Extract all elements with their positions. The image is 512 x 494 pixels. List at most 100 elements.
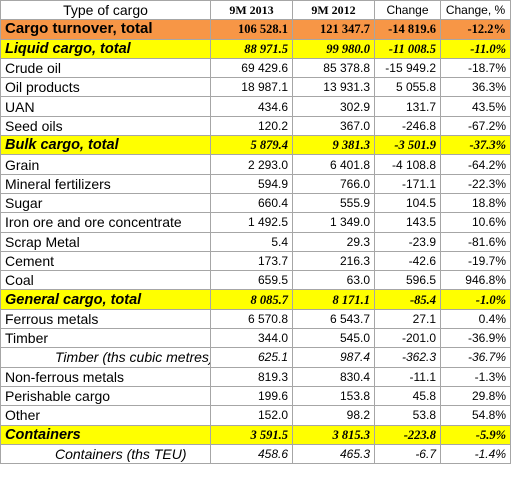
change-pct-cell: -19.7% [440,250,511,272]
value-2012-cell: 766.0 [292,173,375,194]
cargo-type-cell: Timber [0,328,211,349]
cargo-type-cell: Containers (ths TEU) [0,443,211,465]
change-cell: -85.4 [374,289,441,310]
value-2012-cell: 3 815.3 [292,424,375,445]
value-2013-cell: 106 528.1 [210,19,293,40]
header-9m-2013: 9M 2013 [210,0,293,21]
change-cell: 104.5 [374,192,441,214]
change-pct-cell: -37.3% [440,135,511,156]
change-pct-cell: 43.5% [440,96,511,117]
total-row: Cargo turnover, total 106 528.1 121 347.7-… [0,19,511,40]
cargo-type-cell: Oil products [0,77,211,98]
change-cell: 5 055.8 [374,77,441,98]
cargo-type-cell: Non-ferrous metals [0,366,211,387]
change-pct-cell: 18.8% [440,192,511,214]
cargo-type-cell: Mineral fertilizers [0,173,211,194]
change-cell: -201.0 [374,328,441,349]
change-pct-cell: 29.8% [440,385,511,407]
value-2013-cell: 6 570.8 [210,308,293,330]
cargo-type-cell: General cargo, total [0,289,211,310]
value-2013-cell: 625.1 [210,347,293,368]
change-cell: -223.8 [374,424,441,445]
change-pct-cell: 946.8% [440,270,511,291]
cargo-type-cell: Perishable cargo [0,385,211,407]
value-2013-cell: 3 591.5 [210,424,293,445]
cargo-type-cell: Bulk cargo, total [0,135,211,156]
change-cell: -6.7 [374,443,441,465]
value-2013-cell: 819.3 [210,366,293,387]
cargo-table-body: Type of cargo 9M 2013 9M 2012 Change Cha… [0,0,511,465]
table-row: Seed oils 120.2 367.0 -246.8 -67.2% [0,115,511,137]
value-2013-cell: 458.6 [210,443,293,465]
value-2012-cell: 465.3 [292,443,375,465]
value-2012-cell: 13 931.3 [292,77,375,98]
value-2013-cell: 199.6 [210,385,293,407]
change-pct-cell: 0.4% [440,308,511,330]
table-row: Timber 344.0 545.0 -201.0 -36.9% [0,328,511,349]
category-row: Bulk cargo, total 5 879.4 9 381.3 -3 501.9-… [0,135,511,156]
cargo-type-cell: Coal [0,270,211,291]
value-2012-cell: 99 980.0 [292,38,375,59]
value-2013-cell: 594.9 [210,173,293,194]
change-pct-cell: -1.3% [440,366,511,387]
value-2013-cell: 660.4 [210,192,293,214]
cargo-type-cell: Iron ore and ore concentrate [0,212,211,233]
table-row: Ferrous metals 6 570.8 6 543.7 27.1 0.4% [0,308,511,330]
value-2012-cell: 85 378.8 [292,57,375,79]
header-9m-2012: 9M 2012 [292,0,375,21]
cargo-type-cell: Grain [0,154,211,175]
change-pct-cell: 10.6% [440,212,511,233]
cargo-type-cell: Other [0,405,211,426]
change-pct-cell: -64.2% [440,154,511,175]
value-2013-cell: 8 085.7 [210,289,293,310]
value-2013-cell: 1 492.5 [210,212,293,233]
value-2013-cell: 69 429.6 [210,57,293,79]
change-pct-cell: -36.7% [440,347,511,368]
table-row: UAN 434.6 302.9 131.7 43.5% [0,96,511,117]
change-pct-cell: -5.9% [440,424,511,445]
table-row: Cement 173.7 216.3 -42.6 -19.7% [0,250,511,272]
change-cell: -246.8 [374,115,441,137]
change-cell: -11.1 [374,366,441,387]
cargo-type-cell: Cement [0,250,211,272]
value-2012-cell: 6 401.8 [292,154,375,175]
sub-deep-row: Timber (ths cubic metres) 625.1 987.4 -362.… [0,347,511,368]
value-2012-cell: 63.0 [292,270,375,291]
change-cell: -15 949.2 [374,57,441,79]
cargo-type-cell: Containers [0,424,211,445]
value-2013-cell: 88 971.5 [210,38,293,59]
header-change: Change [374,0,441,21]
value-2013-cell: 173.7 [210,250,293,272]
change-cell: 27.1 [374,308,441,330]
cargo-type-cell: Liquid cargo, total [0,38,211,59]
change-pct-cell: -81.6% [440,231,511,252]
change-pct-cell: -67.2% [440,115,511,137]
cargo-type-cell: Cargo turnover, total [0,19,211,40]
value-2012-cell: 367.0 [292,115,375,137]
change-cell: -11 008.5 [374,38,441,59]
change-cell: -171.1 [374,173,441,194]
value-2012-cell: 302.9 [292,96,375,117]
value-2013-cell: 5.4 [210,231,293,252]
value-2013-cell: 120.2 [210,115,293,137]
value-2013-cell: 434.6 [210,96,293,117]
change-pct-cell: -11.0% [440,38,511,59]
change-pct-cell: -12.2% [440,19,511,40]
cargo-type-cell: Sugar [0,192,211,214]
change-cell: -3 501.9 [374,135,441,156]
table-row: Perishable cargo 199.6 153.8 45.8 29.8% [0,385,511,407]
change-cell: 131.7 [374,96,441,117]
change-cell: 596.5 [374,270,441,291]
value-2012-cell: 29.3 [292,231,375,252]
cargo-type-cell: Seed oils [0,115,211,137]
table-row: Non-ferrous metals 819.3 830.4 -11.1 -1.3% [0,366,511,387]
change-cell: -362.3 [374,347,441,368]
category-row: Containers 3 591.5 3 815.3 -223.8 -5.9% [0,424,511,445]
table-row: Iron ore and ore concentrate 1 492.5 1 349… [0,212,511,233]
change-cell: 143.5 [374,212,441,233]
value-2012-cell: 830.4 [292,366,375,387]
change-pct-cell: -18.7% [440,57,511,79]
cargo-type-cell: Crude oil [0,57,211,79]
table-header-row: Type of cargo 9M 2013 9M 2012 Change Cha… [0,0,511,21]
header-change-pct: Change, % [440,0,511,21]
